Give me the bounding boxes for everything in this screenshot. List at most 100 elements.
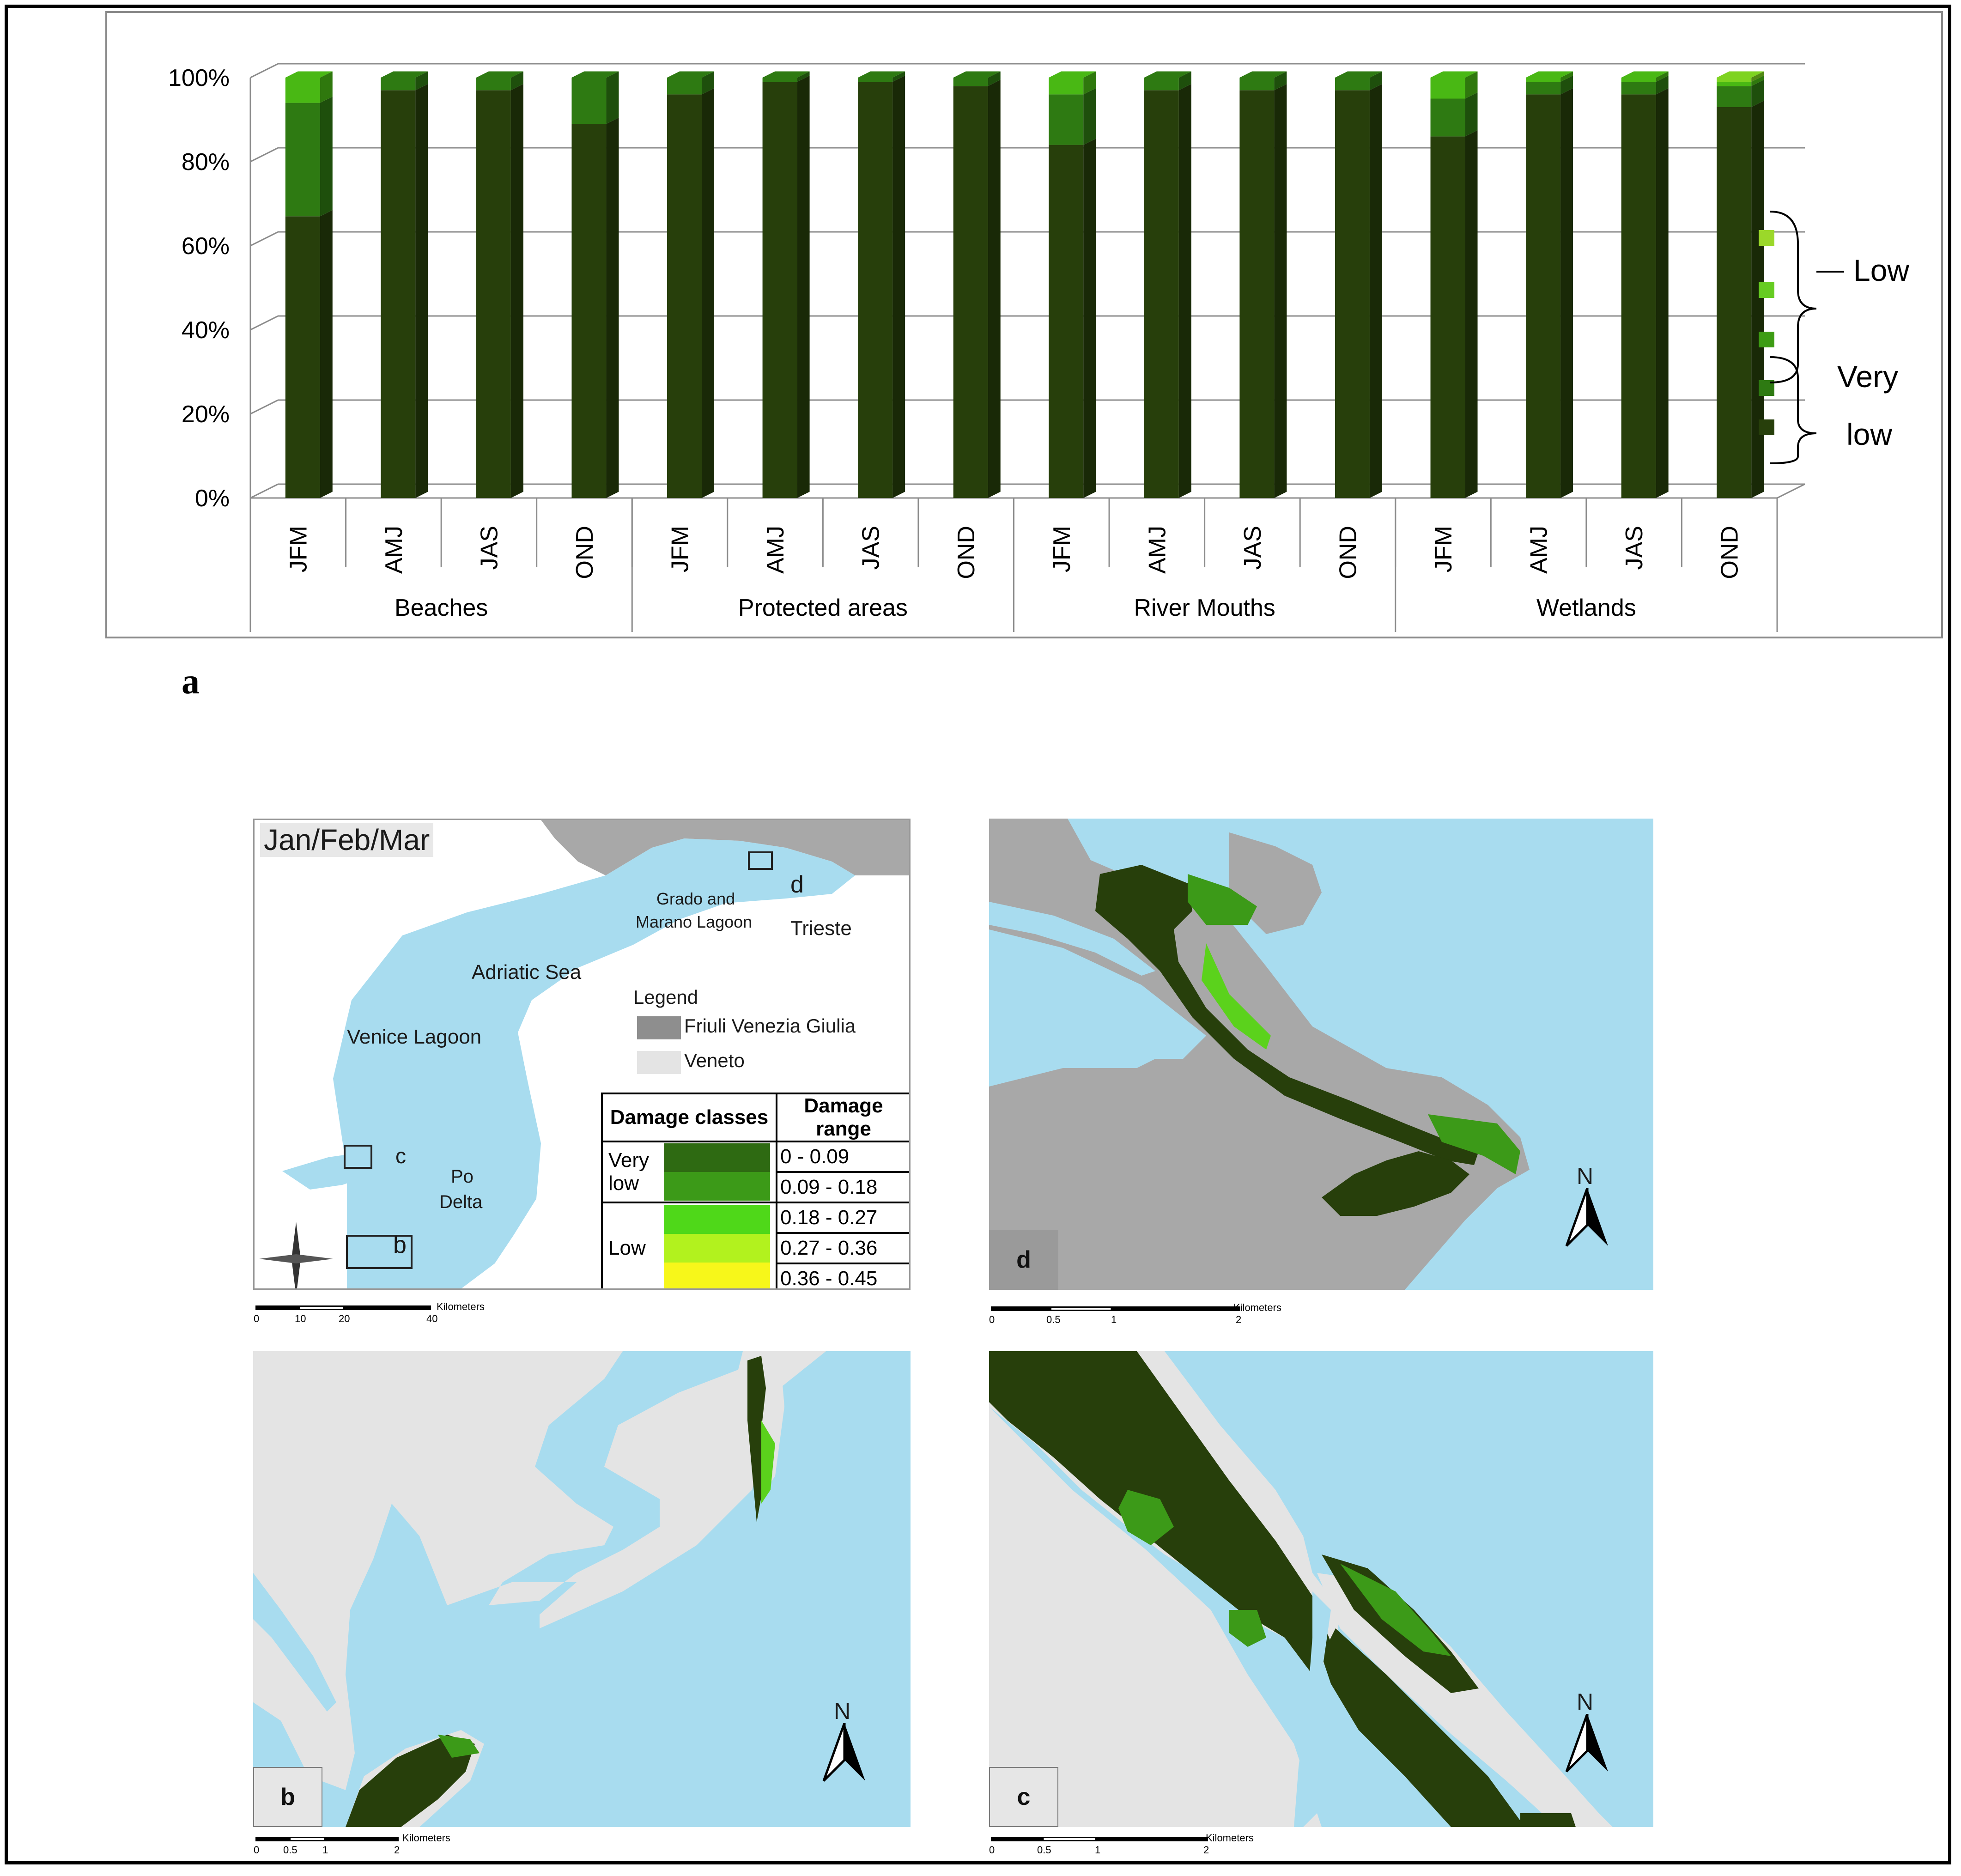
bar-segment-top: [762, 71, 810, 78]
scale-overview-tick-0: 0: [254, 1313, 260, 1324]
group-label: River Mouths: [1134, 595, 1275, 621]
bar-segment: [476, 78, 511, 91]
inset-d-letter: d: [790, 871, 804, 898]
north-c-letter: N: [1577, 1689, 1594, 1715]
inset-c-marker: [344, 1145, 372, 1169]
y-tick-label: 60%: [182, 233, 230, 260]
x-tick-label: AMJ: [381, 526, 407, 574]
legend-group-low2: low: [1846, 417, 1892, 451]
group-label: Wetlands: [1536, 595, 1636, 621]
bar-segment: [667, 78, 702, 95]
bar-segment-top: [1335, 71, 1382, 78]
bar-segment-side: [1656, 75, 1669, 95]
bar-segment-top: [476, 71, 523, 78]
bar-segment-top: [571, 71, 619, 78]
scale-overview-tick-2: 20: [339, 1313, 350, 1324]
floor-edge: [1777, 483, 1805, 499]
scale-c-tick-3: 2: [1203, 1844, 1209, 1856]
x-tick-label: JFM: [1049, 526, 1075, 572]
panel-b-letter: b: [253, 1767, 322, 1827]
class-very-low: Very low: [601, 1141, 777, 1203]
inset-b-marker: [346, 1235, 413, 1269]
scalebar-d: 0 0.5 1 2 Kilometers: [989, 1302, 1281, 1334]
legend-title: Legend: [633, 986, 698, 1008]
y-tick-label: 80%: [182, 149, 230, 176]
x-tick-label: JFM: [667, 526, 694, 572]
bar-segment-side: [797, 75, 810, 498]
north-arrow-d-icon: N: [1562, 1163, 1613, 1247]
bar-segment-side: [1465, 92, 1478, 137]
bar-segment: [381, 78, 416, 91]
damage-range-header: Damage range: [776, 1093, 909, 1142]
inset-map-d: N d: [989, 819, 1653, 1290]
bar-segment: [285, 216, 320, 498]
scale-d-tick-2: 1: [1111, 1314, 1117, 1325]
x-tick-label: JFM: [285, 526, 312, 572]
group-label: Protected areas: [738, 595, 908, 621]
panel-a-label: a: [182, 661, 200, 701]
north-d-letter: N: [1577, 1163, 1594, 1189]
damage-swatch-2: [664, 1205, 770, 1234]
y-tick-label: 100%: [168, 65, 230, 91]
bar-segment-side: [1083, 139, 1096, 498]
damage-range-2: 0.18 - 0.27: [776, 1202, 909, 1234]
bar-segment-side: [1656, 71, 1669, 82]
place-marano: Marano Lagoon: [636, 912, 753, 931]
damage-swatch-3: [664, 1234, 770, 1263]
bar-segment-side: [1369, 84, 1382, 498]
stacked-bar-chart-panel: 0% 20% 40% 60% 80% 100% JFM AMJ JAS OND JFM AMJ JAS O…: [105, 11, 1943, 638]
damage-swatch-0: [664, 1143, 770, 1172]
bar-segment: [1621, 82, 1656, 95]
scalebar-b: 0 0.5 1 2 Kilometers: [254, 1832, 533, 1864]
bar-segment: [762, 78, 797, 82]
bar-segment-side: [892, 75, 905, 498]
bar-segment: [667, 94, 702, 498]
north-arrow-c-icon: N: [1562, 1688, 1613, 1773]
bar-segment: [1430, 136, 1465, 498]
gridline-side: [250, 147, 279, 163]
place-grado: Grado and: [656, 889, 735, 908]
bar-segment: [571, 78, 607, 124]
bar-segment-side: [1560, 75, 1573, 95]
bar-segment-side: [1560, 88, 1573, 498]
bar-segment-side: [702, 71, 715, 95]
scale-b-tick-0: 0: [254, 1844, 260, 1856]
x-tick-label: AMJ: [762, 526, 789, 574]
bar-segment-side: [1083, 88, 1096, 145]
damage-range-0: 0 - 0.09: [776, 1141, 909, 1173]
x-tick-label: JAS: [858, 526, 885, 570]
scale-overview-unit: Kilometers: [437, 1301, 485, 1312]
y-tick-label: 0%: [195, 485, 230, 512]
bar-segment-top: [381, 71, 428, 78]
bar-segment-side: [606, 71, 619, 124]
legend-swatch: [1759, 332, 1774, 347]
place-delta: Delta: [439, 1192, 483, 1212]
scale-b-unit: Kilometers: [402, 1832, 450, 1844]
bar-segment-side: [510, 84, 523, 498]
place-po: Po: [451, 1166, 474, 1187]
bar-segment-top: [1144, 71, 1191, 78]
bar-segment: [1717, 107, 1752, 498]
inset-b-shapes: [253, 1351, 826, 1827]
scale-d-tick-3: 2: [1236, 1314, 1242, 1325]
bar-segment-top: [1717, 71, 1764, 78]
bar-segment: [858, 82, 893, 498]
scale-d-unit: Kilometers: [1233, 1302, 1281, 1313]
bar-segment: [1144, 78, 1179, 91]
gridline-side: [250, 231, 279, 247]
inset-map-c: N c: [989, 1351, 1653, 1827]
bar-segment-top: [953, 71, 1001, 78]
bar-segment-side: [415, 84, 428, 498]
bar-segment-side: [1751, 101, 1764, 498]
class-very-text: Very: [608, 1149, 650, 1172]
x-tick-label: OND: [571, 526, 598, 579]
bar-segment-top: [1621, 71, 1669, 78]
bar-segment-side: [1751, 79, 1764, 107]
bar-segment: [1526, 82, 1561, 95]
x-tick-label: JAS: [1239, 526, 1266, 570]
x-tick-label: OND: [1335, 526, 1361, 579]
x-tick-label: OND: [953, 526, 980, 579]
legend-swatch-veneto: [637, 1051, 681, 1074]
bar-segment-top: [1049, 71, 1096, 78]
legend-label-fvg: Friuli Venezia Giulia: [684, 1015, 856, 1037]
